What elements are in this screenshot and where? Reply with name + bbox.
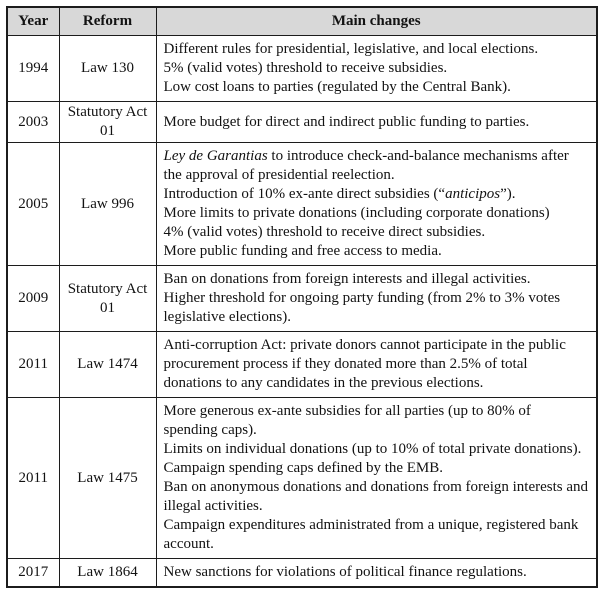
table-row: 2009 Statutory Act 01 Ban on donations fro… bbox=[6, 265, 598, 332]
reform-cell: Statutory Act 01 bbox=[58, 265, 157, 332]
table-row: 2017 Law 1864 New sanctions for violations… bbox=[6, 558, 598, 588]
column-header-main-changes: Main changes bbox=[155, 6, 598, 36]
change-line: Campaign expenditures administrated from… bbox=[163, 517, 579, 552]
change-line: Anti-corruption Act: private donors cann… bbox=[163, 337, 566, 391]
year-cell: 1994 bbox=[6, 35, 60, 102]
change-line: Introduction of 10% ex-ante direct subsi… bbox=[163, 186, 516, 202]
change-line: More budget for direct and indirect publ… bbox=[163, 113, 530, 130]
change-line: More generous ex-ante subsidies for all … bbox=[163, 403, 531, 438]
table-body: 1994 Law 130 Different rules for president… bbox=[6, 35, 598, 588]
change-line: Ban on donations from foreign interests … bbox=[163, 271, 531, 287]
reform-cell: Law 1474 bbox=[58, 331, 157, 398]
reform-cell: Law 1475 bbox=[58, 397, 157, 559]
reform-cell: Law 1864 bbox=[58, 558, 157, 588]
changes-cell: More generous ex-ante subsidies for all … bbox=[155, 397, 598, 559]
year-cell: 2011 bbox=[6, 397, 60, 559]
change-line: More public funding and free access to m… bbox=[163, 243, 442, 259]
table-row: 2011 Law 1475 More generous ex-ante subsid… bbox=[6, 397, 598, 559]
reforms-table: Year Reform Main changes 1994 Law 130 Diff… bbox=[6, 6, 598, 588]
table-row: 1994 Law 130 Different rules for president… bbox=[6, 35, 598, 102]
changes-cell: Anti-corruption Act: private donors cann… bbox=[155, 331, 598, 398]
table-row: 2005 Law 996 Ley de Garantias to introduce… bbox=[6, 142, 598, 266]
change-line: More limits to private donations (includ… bbox=[163, 205, 550, 221]
reform-cell: Statutory Act 01 bbox=[58, 101, 157, 143]
header-row: Year Reform Main changes bbox=[6, 6, 598, 36]
change-line: Different rules for presidential, legisl… bbox=[163, 41, 539, 57]
change-line: Higher threshold for ongoing party fundi… bbox=[163, 290, 561, 325]
changes-cell: Ley de Garantias to introduce check-and-… bbox=[155, 142, 598, 266]
year-cell: 2005 bbox=[6, 142, 60, 266]
change-line: New sanctions for violations of politica… bbox=[163, 564, 527, 580]
table-row: 2003 Statutory Act 01 More budget for dire… bbox=[6, 101, 598, 143]
year-cell: 2011 bbox=[6, 331, 60, 398]
changes-cell: Ban on donations from foreign interests … bbox=[155, 265, 598, 332]
change-line: 5% (valid votes) threshold to receive su… bbox=[163, 60, 448, 76]
change-line: Ley de Garantias to introduce check-and-… bbox=[163, 148, 569, 183]
year-cell: 2009 bbox=[6, 265, 60, 332]
reform-cell: Law 996 bbox=[58, 142, 157, 266]
year-cell: 2003 bbox=[6, 101, 60, 143]
change-line: Ban on anonymous donations and donations… bbox=[163, 479, 589, 514]
changes-cell: New sanctions for violations of politica… bbox=[155, 558, 598, 588]
year-cell: 2017 bbox=[6, 558, 60, 588]
change-line: Limits on individual donations (up to 10… bbox=[163, 441, 582, 457]
change-line: Low cost loans to parties (regulated by … bbox=[163, 79, 511, 95]
changes-cell: Different rules for presidential, legisl… bbox=[155, 35, 598, 102]
changes-cell: More budget for direct and indirect publ… bbox=[155, 101, 598, 143]
change-line: 4% (valid votes) threshold to receive di… bbox=[163, 224, 486, 240]
column-header-year: Year bbox=[6, 6, 60, 36]
reform-cell: Law 130 bbox=[58, 35, 157, 102]
change-line: Campaign spending caps defined by the EM… bbox=[163, 460, 444, 476]
column-header-reform: Reform bbox=[58, 6, 157, 36]
table-row: 2011 Law 1474 Anti-corruption Act: private… bbox=[6, 331, 598, 398]
